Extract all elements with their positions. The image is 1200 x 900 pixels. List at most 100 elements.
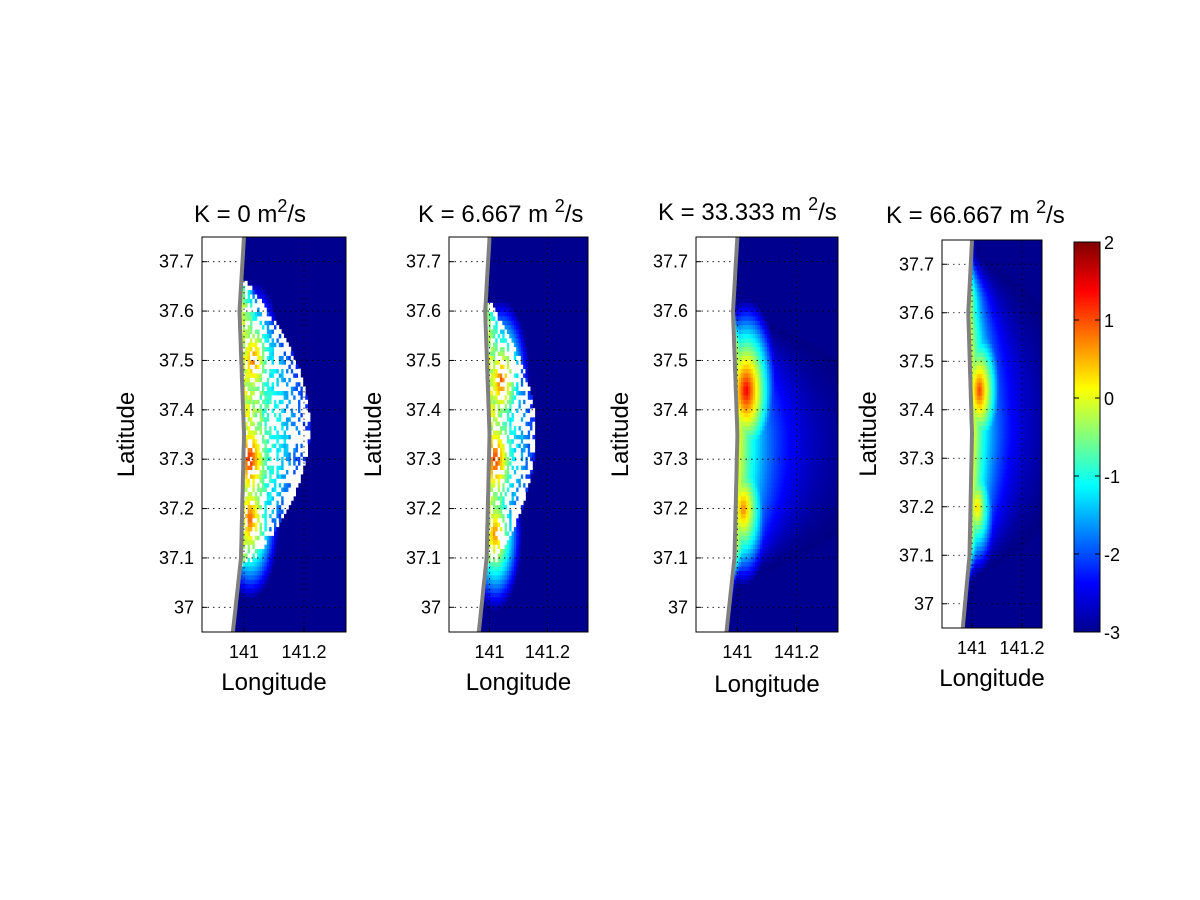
field-cell xyxy=(804,421,808,427)
empty-cell xyxy=(293,443,296,449)
field-cell xyxy=(499,447,503,453)
field-cell xyxy=(502,495,505,501)
field-cell xyxy=(776,456,780,462)
empty-cell xyxy=(298,443,301,449)
field-cell xyxy=(264,570,268,576)
empty-cell xyxy=(245,294,248,299)
field-cell xyxy=(250,474,253,479)
field-cell xyxy=(245,373,248,378)
field-cell xyxy=(795,355,799,361)
empty-cell xyxy=(276,386,280,392)
field-cell xyxy=(264,294,268,299)
field-cell xyxy=(495,526,499,532)
field-cell xyxy=(769,373,773,378)
field-cell xyxy=(790,373,794,378)
field-cell xyxy=(783,482,787,488)
field-cell xyxy=(499,386,503,392)
field-cell xyxy=(759,548,763,554)
field-cell xyxy=(281,509,284,514)
field-cell xyxy=(750,342,754,348)
field-cell xyxy=(264,509,268,514)
field-cell xyxy=(783,342,787,348)
field-cell xyxy=(733,596,737,602)
field-cell xyxy=(523,465,526,471)
field-cell xyxy=(250,561,253,567)
empty-cell xyxy=(276,373,280,378)
field-cell xyxy=(513,307,517,313)
field-cell xyxy=(247,316,251,321)
field-cell xyxy=(740,535,744,541)
field-cell xyxy=(762,320,766,326)
field-cell xyxy=(826,416,829,422)
field-cell xyxy=(823,430,827,435)
field-cell xyxy=(814,447,818,453)
field-cell xyxy=(302,456,306,462)
empty-cell xyxy=(302,403,306,409)
empty-cell xyxy=(502,438,505,444)
field-cell xyxy=(752,522,756,528)
empty-cell xyxy=(302,390,306,396)
empty-cell xyxy=(516,399,519,405)
empty-cell xyxy=(259,342,263,348)
field-cell xyxy=(830,425,834,431)
field-cell xyxy=(757,412,761,418)
empty-cell xyxy=(298,478,301,484)
empty-cell xyxy=(278,395,282,400)
field-cell xyxy=(252,316,256,321)
field-cell xyxy=(488,579,492,585)
field-cell xyxy=(745,311,749,317)
field-cell xyxy=(795,408,799,413)
field-cell xyxy=(525,368,529,374)
field-cell xyxy=(757,531,761,536)
field-cell xyxy=(504,553,508,558)
empty-cell xyxy=(520,500,524,506)
field-cell xyxy=(745,386,749,392)
empty-cell xyxy=(499,403,503,409)
field-cell xyxy=(826,368,829,374)
field-cell xyxy=(509,535,512,541)
field-cell xyxy=(750,570,754,576)
empty-cell xyxy=(305,430,308,435)
field-cell xyxy=(743,548,747,554)
empty-cell xyxy=(259,329,263,334)
field-cell xyxy=(488,596,492,602)
field-cell xyxy=(247,289,251,295)
field-cell xyxy=(814,517,818,523)
field-cell xyxy=(499,588,503,593)
empty-cell xyxy=(516,509,519,514)
empty-cell xyxy=(490,416,494,422)
field-cell xyxy=(785,517,789,523)
empty-cell xyxy=(264,311,268,317)
empty-cell xyxy=(245,548,248,554)
field-cell xyxy=(767,526,770,532)
field-cell xyxy=(250,570,253,576)
empty-cell xyxy=(264,531,268,536)
field-cell xyxy=(738,364,742,370)
field-cell xyxy=(493,482,496,488)
field-cell xyxy=(835,386,838,392)
field-cell xyxy=(743,456,747,462)
empty-cell xyxy=(281,351,284,356)
field-cell xyxy=(771,469,775,475)
field-cell xyxy=(493,574,496,580)
empty-cell xyxy=(525,425,529,431)
field-cell xyxy=(743,316,747,321)
field-cell xyxy=(502,474,505,479)
field-cell xyxy=(802,531,806,536)
field-cell xyxy=(785,395,789,400)
field-cell xyxy=(762,337,766,343)
field-cell xyxy=(828,403,832,409)
empty-cell xyxy=(250,438,253,444)
field-cell xyxy=(257,294,260,299)
empty-cell xyxy=(520,469,524,475)
field-cell xyxy=(785,412,789,418)
empty-cell xyxy=(513,377,517,383)
field-cell xyxy=(743,399,747,405)
field-cell xyxy=(757,342,761,348)
field-cell xyxy=(800,513,803,519)
field-cell xyxy=(807,539,810,545)
empty-cell xyxy=(502,535,505,541)
empty-cell xyxy=(518,377,522,383)
field-cell xyxy=(488,588,492,593)
field-cell xyxy=(493,522,496,528)
